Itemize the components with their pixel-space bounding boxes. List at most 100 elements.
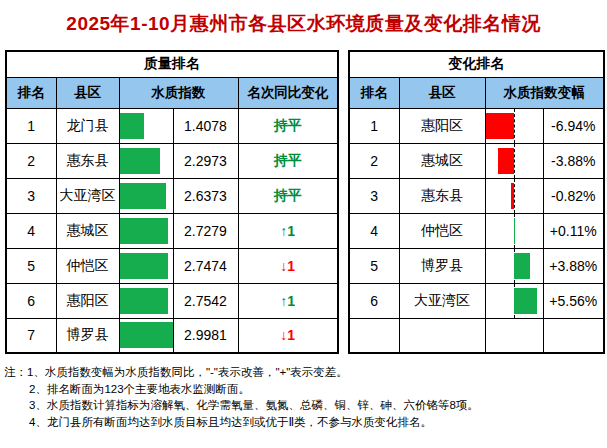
- rank-cell: 1: [349, 108, 399, 143]
- district-cell: 博罗县: [56, 318, 119, 353]
- district-cell: 龙门县: [56, 108, 119, 143]
- trend-cell: 持平: [238, 143, 338, 178]
- trend-cell: ↓1: [238, 318, 338, 353]
- change-table-title: 变化排名: [349, 51, 604, 77]
- table-row: 6 大亚湾区 +5.56%: [349, 283, 604, 318]
- tables-container: 质量排名 排名 县区 水质指数 名次同比变化 1 龙门县 1.4078 持平 2…: [0, 50, 607, 354]
- index-bar-cell: [119, 248, 173, 283]
- table-row: 4 惠城区 2.7279 ↑1: [6, 213, 338, 248]
- index-value-cell: 2.7279: [173, 213, 238, 248]
- district-cell: 惠东县: [399, 178, 485, 213]
- footnotes: 注：1、水质指数变幅为水质指数同比，"-"表示改善，"+"表示变差。 2、排名断…: [4, 364, 607, 430]
- report-page: 2025年1-10月惠州市各县区水环境质量及变化排名情况 质量排名 排名 县区 …: [0, 11, 607, 430]
- trend-cell: ↓1: [238, 248, 338, 283]
- change-ranking-table: 变化排名 排名 县区 水质指数变幅 1 惠阳区 -6.94% 2 惠城区 -3.…: [348, 50, 605, 354]
- empty-row: [349, 318, 604, 353]
- table-row: 5 仲恺区 2.7474 ↓1: [6, 248, 338, 283]
- district-cell: 惠城区: [399, 143, 485, 178]
- rank-cell: 4: [349, 213, 399, 248]
- change-value-cell: -6.94%: [543, 108, 604, 143]
- index-bar-cell: [119, 318, 173, 353]
- index-bar-cell: [119, 143, 173, 178]
- district-cell: 惠阳区: [56, 283, 119, 318]
- change-bar-cell: [485, 248, 543, 283]
- district-cell: 大亚湾区: [399, 283, 485, 318]
- index-bar-cell: [119, 283, 173, 318]
- change-bar-cell: [485, 213, 543, 248]
- index-bar-cell: [119, 213, 173, 248]
- change-bar-cell: [485, 283, 543, 318]
- table-row: 2 惠东县 2.2973 持平: [6, 143, 338, 178]
- table-row: 6 惠阳区 2.7542 ↑1: [6, 283, 338, 318]
- change-bar: [514, 288, 537, 314]
- change-value-cell: -0.82%: [543, 178, 604, 213]
- zero-axis-line: [514, 179, 515, 213]
- footnote-line: 注：1、水质指数变幅为水质指数同比，"-"表示改善，"+"表示变差。: [4, 364, 607, 381]
- col-header-rank: 排名: [349, 77, 399, 108]
- rank-cell: 4: [6, 213, 56, 248]
- rank-cell: 5: [349, 248, 399, 283]
- change-bar: [511, 183, 514, 209]
- rank-cell: 3: [6, 178, 56, 213]
- index-value-cell: 2.7542: [173, 283, 238, 318]
- district-cell: 大亚湾区: [56, 178, 119, 213]
- change-value-cell: +3.88%: [543, 248, 604, 283]
- table-row: 1 龙门县 1.4078 持平: [6, 108, 338, 143]
- zero-axis-line: [514, 144, 515, 178]
- index-bar-cell: [119, 108, 173, 143]
- rank-cell: 5: [6, 248, 56, 283]
- district-cell: 博罗县: [399, 248, 485, 283]
- index-value-cell: 2.6373: [173, 178, 238, 213]
- index-bar-cell: [119, 178, 173, 213]
- col-header-change-amount: 水质指数变幅: [485, 77, 604, 108]
- change-bar-cell: [485, 178, 543, 213]
- index-bar: [120, 288, 169, 314]
- district-cell: 惠东县: [56, 143, 119, 178]
- table-row: 4 仲恺区 +0.11%: [349, 213, 604, 248]
- index-value-cell: 2.2973: [173, 143, 238, 178]
- table-row: 3 大亚湾区 2.6373 持平: [6, 178, 338, 213]
- index-bar: [120, 253, 169, 279]
- rank-cell: 6: [349, 283, 399, 318]
- rank-cell: 6: [6, 283, 56, 318]
- table-row: 2 惠城区 -3.88%: [349, 143, 604, 178]
- district-cell: 仲恺区: [399, 213, 485, 248]
- change-value-cell: +0.11%: [543, 213, 604, 248]
- index-bar: [120, 322, 173, 348]
- rank-cell: 2: [349, 143, 399, 178]
- change-bar-cell: [485, 143, 543, 178]
- col-header-index: 水质指数: [119, 77, 238, 108]
- col-header-district: 县区: [399, 77, 485, 108]
- change-bar: [486, 113, 515, 139]
- table-row: 7 博罗县 2.9981 ↓1: [6, 318, 338, 353]
- table-row: 3 惠东县 -0.82%: [349, 178, 604, 213]
- trend-cell: ↑1: [238, 213, 338, 248]
- col-header-district: 县区: [56, 77, 119, 108]
- index-value-cell: 2.9981: [173, 318, 238, 353]
- footnote-line: 2、排名断面为123个主要地表水监测断面。: [4, 381, 607, 398]
- rank-cell: 7: [6, 318, 56, 353]
- quality-ranking-table: 质量排名 排名 县区 水质指数 名次同比变化 1 龙门县 1.4078 持平 2…: [5, 50, 339, 354]
- quality-table-title: 质量排名: [6, 51, 338, 77]
- change-bar-cell: [485, 108, 543, 143]
- index-bar: [120, 113, 145, 139]
- col-header-change: 名次同比变化: [238, 77, 338, 108]
- index-bar: [120, 183, 167, 209]
- trend-cell: ↑1: [238, 283, 338, 318]
- index-value-cell: 1.4078: [173, 108, 238, 143]
- change-value-cell: -3.88%: [543, 143, 604, 178]
- change-header-row: 排名 县区 水质指数变幅: [349, 77, 604, 108]
- change-bar: [498, 148, 514, 174]
- district-cell: 惠阳区: [399, 108, 485, 143]
- rank-cell: 1: [6, 108, 56, 143]
- district-cell: 惠城区: [56, 213, 119, 248]
- table-row: 1 惠阳区 -6.94%: [349, 108, 604, 143]
- rank-cell: 3: [349, 178, 399, 213]
- rank-cell: 2: [6, 143, 56, 178]
- footnote-line: 3、水质指数计算指标为溶解氧、化学需氧量、氨氮、总磷、铜、锌、砷、六价铬等8项。: [4, 397, 607, 414]
- change-bar: [514, 253, 530, 279]
- index-value-cell: 2.7474: [173, 248, 238, 283]
- footnote-line: 4、龙门县所有断面均达到水质目标且均达到或优于Ⅱ类，不参与水质变化排名。: [4, 414, 607, 431]
- index-bar: [120, 148, 161, 174]
- trend-cell: 持平: [238, 178, 338, 213]
